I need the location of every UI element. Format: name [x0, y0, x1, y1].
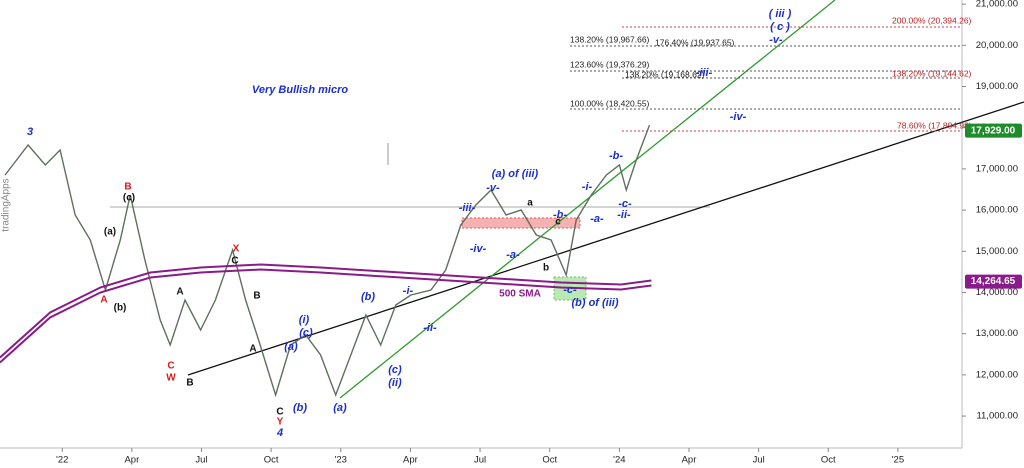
wave-label: (a)	[104, 227, 116, 238]
wave-label: A	[100, 295, 107, 306]
wave-label: (c)	[388, 364, 402, 376]
wave-label: (c)	[123, 193, 135, 204]
sma-label: 500 SMA	[499, 289, 541, 300]
wave-label: -b-	[553, 209, 567, 221]
wave-label: a	[527, 198, 533, 209]
y-tick-label: 19,000.00	[976, 81, 1018, 92]
x-tick-label: '25	[892, 455, 904, 466]
wave-label: -iii-	[696, 67, 713, 79]
wave-label: (a)	[284, 341, 298, 353]
wave-label: -i-	[582, 181, 593, 193]
y-tick-label: 11,000.00	[976, 411, 1018, 422]
fib-label: 78.60% (17,894.98)	[897, 120, 972, 130]
wave-label: -c-	[618, 198, 632, 210]
sma-line	[0, 268, 652, 364]
wave-label: -iv-	[730, 111, 747, 123]
wave-label: -a-	[506, 249, 520, 261]
x-tick-label: Jul	[753, 455, 765, 466]
y-tick-label: 15,000.00	[976, 246, 1018, 257]
fib-label: 138.20% (19,168.62)	[625, 69, 705, 79]
wave-label: B	[124, 182, 131, 193]
wave-label: (i)	[299, 314, 310, 326]
wave-label: -b-	[609, 150, 623, 162]
x-tick-label: Apr	[403, 455, 418, 466]
x-tick-label: '22	[56, 455, 68, 466]
x-tick-label: '24	[613, 455, 625, 466]
y-tick-label: 16,000.00	[976, 205, 1018, 216]
fib-label: 200.00% (20,394.26)	[892, 15, 972, 25]
wave-label: X	[233, 244, 240, 255]
wave-label: (a) of (iii)	[492, 168, 539, 180]
wave-label: b	[543, 263, 549, 274]
y-tick-label: 13,000.00	[976, 328, 1018, 339]
wave-label: Y	[277, 417, 284, 428]
fib-label: 100.00% (18,420.55)	[570, 98, 650, 108]
wave-label: C	[167, 361, 174, 372]
y-tick-label: 12,000.00	[976, 369, 1018, 380]
chart-title: Very Bullish micro	[252, 84, 348, 96]
x-tick-label: Apr	[682, 455, 697, 466]
y-tick-label: 14,000.00	[976, 287, 1018, 298]
wave-label: -ii-	[423, 322, 437, 334]
wave-label: -a-	[590, 213, 604, 225]
wave-label: (c)	[299, 327, 313, 339]
wave-label: (ii)	[388, 377, 402, 389]
wave-label: -c-	[563, 284, 577, 296]
wave-label: ( c )	[770, 21, 790, 33]
wave-label: A	[176, 287, 183, 298]
resistance-zone	[461, 217, 581, 229]
wave-label: 3	[27, 126, 33, 138]
wave-label: W	[166, 373, 176, 384]
wave-label: ( iii )	[769, 8, 792, 20]
x-tick-label: Jul	[474, 455, 486, 466]
wave-label: c	[555, 217, 561, 228]
wave-label: (b)	[114, 303, 127, 314]
wave-label: B	[186, 378, 193, 389]
wave-label: 4	[276, 427, 283, 439]
sma-line	[0, 263, 652, 359]
watermark: tradingApps	[1, 178, 12, 231]
y-tick-label: 17,000.00	[976, 163, 1018, 174]
fib-label: 176.40% (19,937.65)	[655, 37, 735, 47]
wave-label: C	[231, 256, 238, 267]
y-tick-label: 21,000.00	[976, 0, 1018, 10]
x-tick-label: Jul	[195, 455, 207, 466]
wave-label: -ii-	[617, 209, 631, 221]
fib-label: 123.60% (19,376.29)	[570, 59, 650, 69]
wave-label: -v-	[486, 182, 500, 194]
x-tick-label: Apr	[124, 455, 139, 466]
price-tag	[965, 123, 1022, 138]
wave-label: -iv-	[470, 243, 487, 255]
price-tag-label: 17,929.00	[971, 125, 1016, 136]
wave-label: A	[249, 344, 256, 355]
x-tick-label: Oct	[542, 455, 557, 466]
wave-label: -v-	[769, 34, 783, 46]
fib-label: 138.20% (19,144.62)	[892, 68, 972, 78]
x-tick-label: '23	[335, 455, 347, 466]
x-tick-label: Oct	[264, 455, 279, 466]
wave-label: (a)	[333, 402, 347, 414]
fib-label: 138.20% (19,967.66)	[570, 34, 650, 44]
price-tag	[965, 274, 1022, 289]
x-tick-label: Oct	[821, 455, 836, 466]
trendline	[187, 101, 1024, 376]
wave-label: C	[276, 407, 283, 418]
wave-label: B	[253, 291, 260, 302]
wave-label: (b)	[293, 402, 307, 414]
wave-label: (b) of (iii)	[571, 297, 618, 309]
price-tag-label: 14,264.65	[971, 276, 1016, 287]
price-line	[4, 124, 651, 398]
trendline	[339, 0, 836, 399]
wave-label: -iii-	[459, 202, 476, 214]
wave-label: (b)	[361, 291, 375, 303]
y-tick-label: 20,000.00	[976, 40, 1018, 51]
wave-label: -i-	[403, 285, 414, 297]
